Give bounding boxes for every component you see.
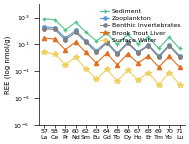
Benthic Invertebrates — [64, 39, 66, 41]
Surface Water — [106, 68, 108, 70]
Sediment — [116, 43, 118, 45]
Surface Water — [43, 52, 46, 53]
Zooplankton — [64, 37, 66, 39]
Zooplankton — [116, 52, 118, 54]
Surface Water — [126, 69, 129, 71]
Benthic Invertebrates — [147, 45, 149, 47]
Brook Trout Liver — [168, 55, 170, 57]
Legend: Sediment, Zooplankton, Benthic Invertebrates, Brook Trout Liver, Surface Water: Sediment, Zooplankton, Benthic Invertebr… — [99, 7, 182, 44]
Benthic Invertebrates — [168, 45, 170, 47]
Line: Brook Trout Liver: Brook Trout Liver — [42, 36, 182, 69]
Sediment — [85, 31, 87, 33]
Sediment — [64, 29, 66, 31]
Surface Water — [95, 78, 98, 80]
Sediment — [137, 43, 139, 45]
Line: Zooplankton: Zooplankton — [43, 25, 181, 58]
Zooplankton — [126, 42, 129, 43]
Benthic Invertebrates — [126, 42, 129, 44]
Surface Water — [85, 68, 87, 70]
Benthic Invertebrates — [85, 42, 87, 43]
Benthic Invertebrates — [43, 28, 46, 30]
Surface Water — [54, 53, 56, 55]
Brook Trout Liver — [137, 62, 139, 64]
Brook Trout Liver — [74, 41, 77, 43]
Brook Trout Liver — [126, 53, 129, 55]
Brook Trout Liver — [116, 64, 118, 66]
Sediment — [168, 36, 170, 38]
Brook Trout Liver — [158, 66, 160, 68]
Zooplankton — [74, 30, 77, 31]
Surface Water — [147, 72, 149, 73]
Line: Sediment: Sediment — [42, 16, 182, 51]
Benthic Invertebrates — [54, 29, 56, 30]
Benthic Invertebrates — [137, 52, 139, 54]
Sediment — [74, 21, 77, 23]
Sediment — [54, 19, 56, 20]
Zooplankton — [158, 55, 160, 57]
Benthic Invertebrates — [116, 54, 118, 55]
Zooplankton — [168, 44, 170, 46]
Brook Trout Liver — [178, 66, 181, 68]
Benthic Invertebrates — [158, 56, 160, 58]
Brook Trout Liver — [95, 62, 98, 64]
Surface Water — [158, 84, 160, 86]
Benthic Invertebrates — [178, 56, 181, 58]
Surface Water — [74, 56, 77, 58]
Brook Trout Liver — [147, 55, 149, 57]
Surface Water — [64, 64, 66, 66]
Benthic Invertebrates — [106, 42, 108, 44]
Surface Water — [116, 80, 118, 82]
Zooplankton — [106, 41, 108, 42]
Brook Trout Liver — [64, 49, 66, 51]
Surface Water — [137, 79, 139, 81]
Zooplankton — [54, 27, 56, 28]
Line: Benthic Invertebrates: Benthic Invertebrates — [43, 27, 181, 59]
Zooplankton — [85, 40, 87, 42]
Sediment — [106, 32, 108, 34]
Zooplankton — [178, 55, 181, 57]
Sediment — [147, 36, 149, 38]
Zooplankton — [147, 44, 149, 46]
Brook Trout Liver — [85, 52, 87, 53]
Surface Water — [178, 84, 181, 86]
Sediment — [126, 34, 129, 35]
Brook Trout Liver — [106, 52, 108, 54]
Sediment — [158, 48, 160, 49]
Sediment — [95, 40, 98, 42]
Sediment — [43, 18, 46, 20]
Surface Water — [168, 72, 170, 73]
Brook Trout Liver — [43, 37, 46, 39]
Brook Trout Liver — [54, 38, 56, 40]
Zooplankton — [137, 51, 139, 53]
Zooplankton — [43, 26, 46, 28]
Benthic Invertebrates — [74, 31, 77, 33]
Sediment — [178, 48, 181, 49]
Line: Surface Water: Surface Water — [42, 50, 182, 87]
Y-axis label: REE (log nmol/g): REE (log nmol/g) — [4, 35, 11, 94]
Benthic Invertebrates — [95, 52, 98, 53]
Zooplankton — [95, 50, 98, 51]
